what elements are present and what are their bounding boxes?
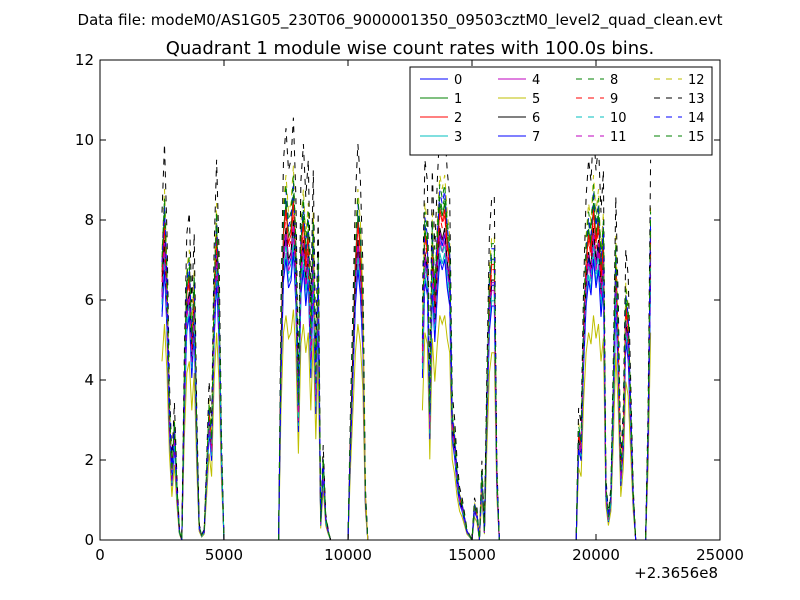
y-tick-label: 4: [84, 371, 94, 389]
y-tick-label: 8: [84, 211, 94, 229]
legend-label-3: 3: [454, 130, 462, 145]
legend-label-2: 2: [454, 111, 462, 126]
x-tick-label: 20000: [572, 546, 620, 564]
legend-label-13: 13: [688, 92, 705, 107]
legend-label-1: 1: [454, 92, 462, 107]
y-tick-label: 2: [84, 451, 94, 469]
legend-label-0: 0: [454, 73, 462, 88]
x-tick-label: 10000: [324, 546, 372, 564]
chart-title: Quadrant 1 module wise count rates with …: [166, 38, 655, 59]
legend-label-10: 10: [610, 111, 627, 126]
legend-label-7: 7: [532, 130, 540, 145]
y-tick-label: 10: [75, 131, 94, 149]
legend-label-14: 14: [688, 111, 705, 126]
legend-label-9: 9: [610, 92, 618, 107]
x-tick-label: 0: [95, 546, 105, 564]
legend-label-6: 6: [532, 111, 540, 126]
suptitle: Data file: modeM0/AS1G05_230T06_90000013…: [78, 11, 723, 30]
legend-label-5: 5: [532, 92, 540, 107]
series-line-5: [161, 309, 652, 540]
y-tick-label: 0: [84, 531, 94, 549]
series-line-13: [161, 117, 652, 540]
y-tick-label: 12: [75, 51, 94, 69]
legend-label-12: 12: [688, 73, 705, 88]
series-layer: [161, 117, 652, 540]
legend-label-15: 15: [688, 130, 705, 145]
x-offset-label: +2.3656e8: [634, 564, 718, 582]
x-tick-label: 5000: [205, 546, 243, 564]
legend-label-8: 8: [610, 73, 618, 88]
x-tick-label: 15000: [448, 546, 496, 564]
series-line-15: [161, 175, 652, 540]
y-tick-label: 6: [84, 291, 94, 309]
legend-label-4: 4: [532, 73, 540, 88]
x-tick-label: 25000: [696, 546, 744, 564]
legend-box: [409, 66, 713, 156]
legend-label-11: 11: [610, 130, 627, 145]
